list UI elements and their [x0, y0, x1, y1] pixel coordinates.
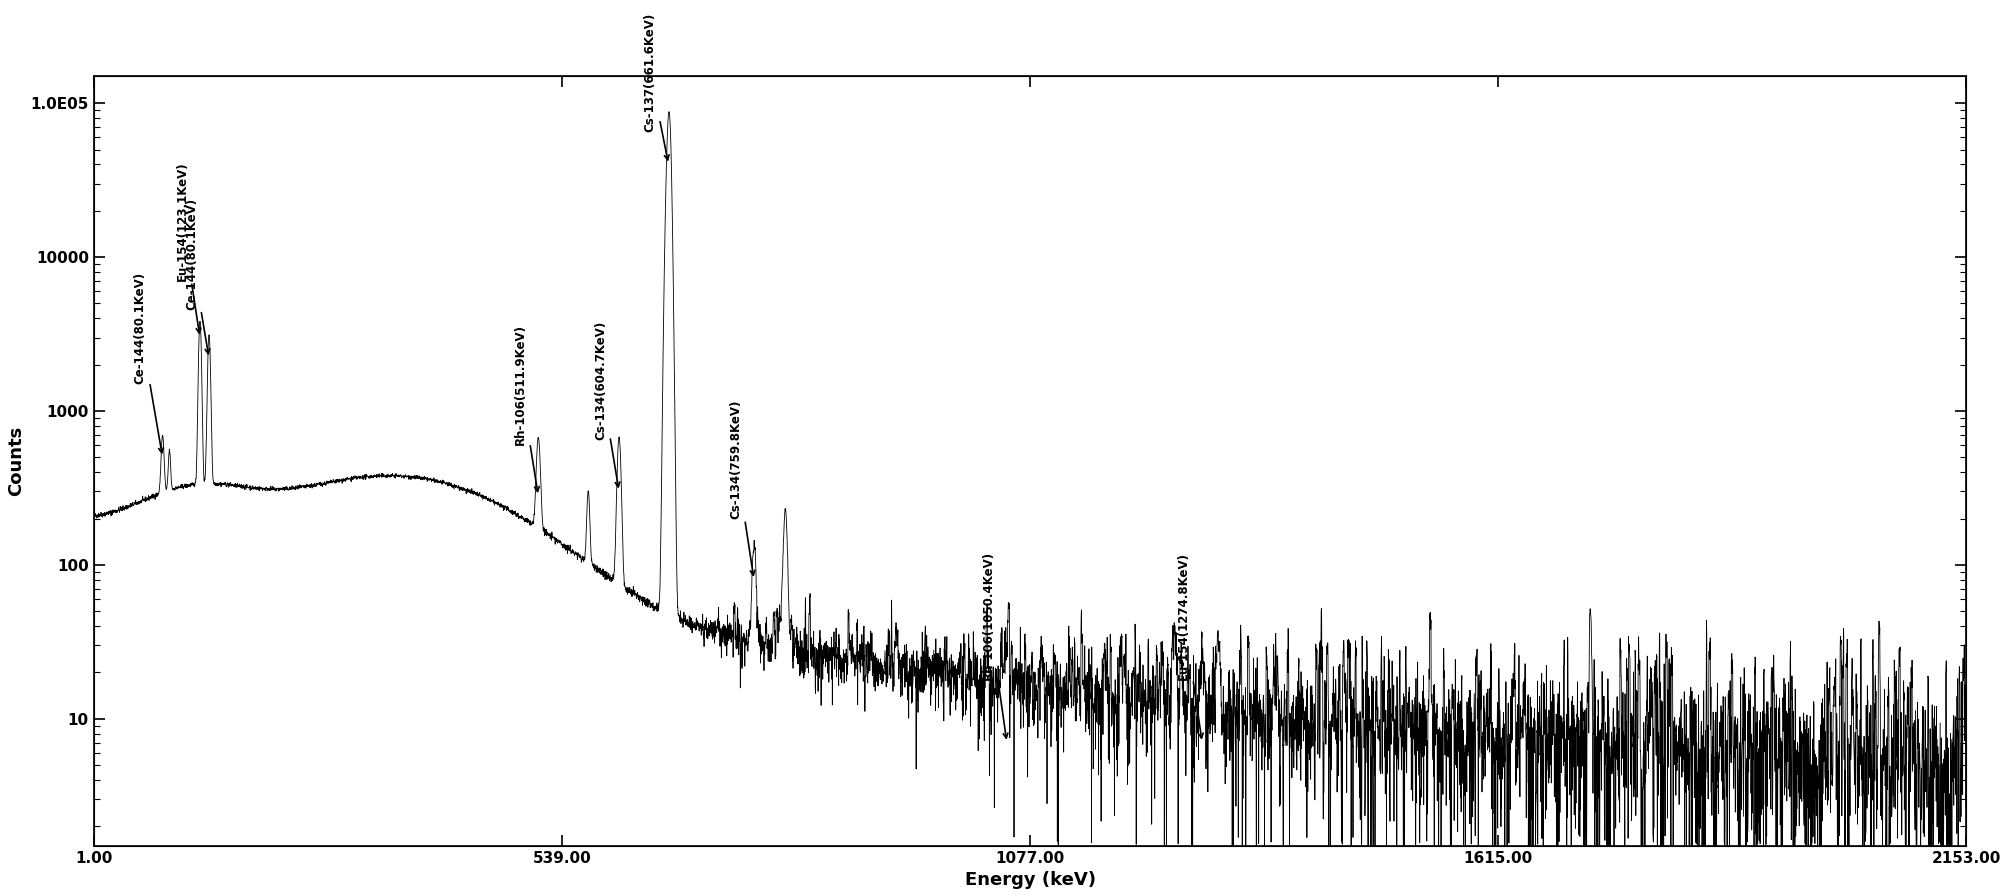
- Y-axis label: Counts: Counts: [6, 426, 24, 496]
- X-axis label: Energy (keV): Energy (keV): [963, 871, 1096, 889]
- Text: Ce-144(80.1KeV): Ce-144(80.1KeV): [185, 198, 209, 354]
- Text: Ce-144(80.1KeV): Ce-144(80.1KeV): [134, 271, 163, 452]
- Text: Eu-154(1274.8KeV): Eu-154(1274.8KeV): [1176, 552, 1202, 738]
- Text: Cs-134(604.7KeV): Cs-134(604.7KeV): [594, 321, 620, 487]
- Text: Rh-106(1050.4KeV): Rh-106(1050.4KeV): [981, 550, 1008, 738]
- Text: Rh-106(511.9KeV): Rh-106(511.9KeV): [514, 324, 540, 492]
- Text: Cs-137(661.6KeV): Cs-137(661.6KeV): [644, 13, 668, 159]
- Text: Eu-154(123.1KeV): Eu-154(123.1KeV): [175, 161, 201, 333]
- Text: Cs-134(759.8KeV): Cs-134(759.8KeV): [729, 400, 755, 575]
